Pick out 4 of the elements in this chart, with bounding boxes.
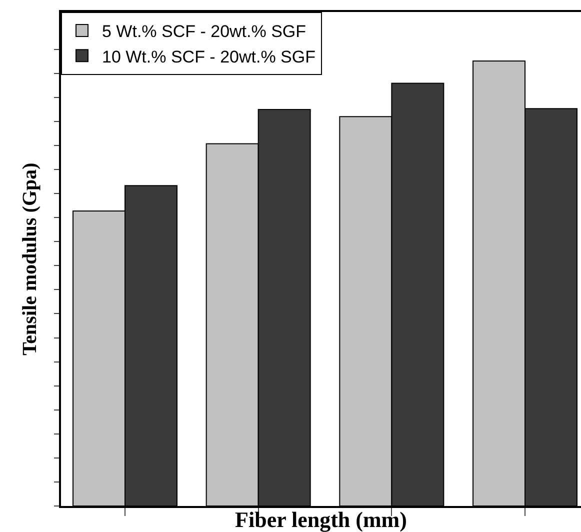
x-axis-title: Fiber length (mm): [235, 507, 407, 532]
legend-label: 10 Wt.% SCF - 20wt.% SGF: [102, 47, 316, 66]
y-axis-title: Tensile modulus (Gpa): [19, 162, 41, 356]
legend-label: 5 Wt.% SCF - 20wt.% SGF: [102, 22, 306, 42]
